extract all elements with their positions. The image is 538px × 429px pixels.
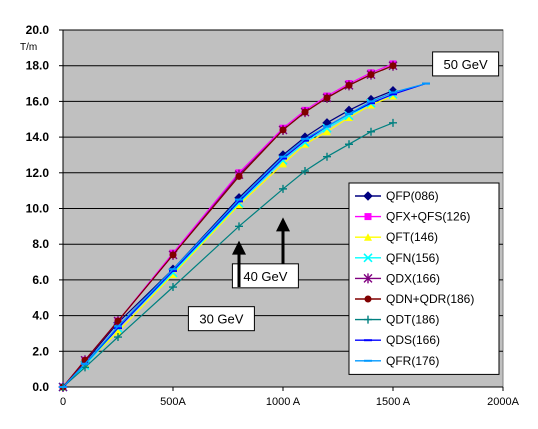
data-point: [279, 184, 287, 193]
data-point: [367, 127, 375, 136]
data-point: [345, 113, 353, 121]
legend-entry: QDS(166): [355, 333, 440, 347]
legend-entry: QFR(176): [355, 354, 439, 368]
axes: 0.0 2.0 4.0 6.0 8.0 10.0 12.0 14.0 16.0 18.0 20.0 0…: [26, 23, 520, 408]
data-point: [367, 71, 375, 79]
data-point: [301, 108, 309, 116]
annotation-label: 40 GeV: [243, 269, 287, 284]
data-point: [235, 200, 243, 209]
data-point: [279, 126, 287, 134]
y-tick-label: 8.0: [32, 237, 49, 251]
legend-label: QDT(186): [386, 313, 439, 327]
data-point: [235, 222, 243, 231]
annotation-box: [187, 306, 255, 332]
data-point: [279, 159, 287, 168]
y-tick-label: 10.0: [26, 202, 50, 216]
data-point: [169, 251, 177, 259]
data-point: [364, 315, 372, 324]
series-group: [58, 60, 430, 392]
data-point: [363, 273, 373, 284]
series: [59, 62, 397, 391]
data-point: [345, 81, 353, 89]
y-tick-label: 2.0: [32, 344, 49, 358]
y-tick-label: 16.0: [26, 94, 50, 108]
annotation-label: 30 GeV: [199, 312, 243, 327]
legend-entry: QDT(186): [355, 313, 439, 327]
x-tick-label: 0: [60, 396, 66, 408]
legend-entry: QFN(156): [355, 251, 439, 265]
legend-label: QFX+QFS(126): [386, 210, 470, 224]
legend-label: QDS(166): [386, 333, 440, 347]
legend-label: QFT(146): [386, 230, 438, 244]
data-point: [364, 213, 372, 221]
legend-entry: QDX(166): [355, 271, 440, 285]
y-tick-label: 18.0: [26, 59, 50, 73]
annotation: 50 GeV: [432, 51, 500, 77]
annotation-arrow-head: [276, 217, 290, 232]
data-point: [389, 92, 397, 100]
legend-label: QDN+QDR(186): [386, 292, 474, 306]
data-point: [345, 140, 353, 149]
y-tick-label: 14.0: [26, 130, 50, 144]
x-tick-label: 1000 A: [266, 396, 301, 408]
data-point: [114, 333, 122, 342]
data-point: [389, 118, 397, 127]
annotation: 40 GeV: [231, 217, 299, 289]
data-point: [301, 140, 309, 148]
annotations: 50 GeV 40 GeV 30 GeV: [187, 51, 500, 332]
annotation-arrow-head: [232, 240, 246, 255]
legend-label: QFP(086): [386, 189, 439, 203]
x-tick-label: 1500 A: [376, 396, 411, 408]
data-point: [114, 317, 122, 325]
x-tick-label: 2000A: [487, 396, 519, 408]
data-point: [114, 327, 122, 336]
data-point: [389, 62, 397, 70]
annotation-label: 50 GeV: [444, 57, 488, 72]
data-point: [301, 167, 309, 176]
data-point: [364, 295, 372, 303]
data-point: [323, 152, 331, 161]
legend-label: QFN(156): [386, 251, 439, 265]
data-point: [169, 283, 177, 292]
y-tick-label: 12.0: [26, 166, 50, 180]
annotation-box: [432, 51, 500, 77]
series: [59, 82, 430, 388]
data-point: [367, 100, 375, 109]
legend-entry: QFP(086): [355, 189, 439, 203]
y-tick-label: 6.0: [32, 273, 49, 287]
data-point: [363, 253, 373, 263]
legend-entry: QDN+QDR(186): [355, 292, 474, 306]
data-point: [235, 172, 243, 180]
legend-label: QDX(166): [386, 271, 440, 285]
data-point: [323, 127, 331, 136]
annotation-box: [231, 263, 299, 289]
x-tick-label: 500A: [160, 396, 186, 408]
legend-entry: QFT(146): [355, 230, 438, 244]
y-axis-unit-label: T/m: [20, 42, 37, 53]
series-line: [62, 83, 427, 388]
y-tick-label: 4.0: [32, 309, 49, 323]
data-point: [169, 270, 177, 279]
legend-entry: QFX+QFS(126): [355, 210, 470, 224]
data-point: [323, 94, 331, 102]
legend-label: QFR(176): [386, 354, 439, 368]
data-point: [363, 191, 373, 201]
y-tick-label: 20.0: [26, 23, 50, 37]
legend: QFP(086) QFX+QFS(126) QFT(146) QFN(156) QDX(…: [348, 182, 500, 375]
y-tick-label: 0.0: [32, 380, 49, 394]
data-point: [364, 233, 372, 241]
annotation: 30 GeV: [187, 240, 255, 332]
